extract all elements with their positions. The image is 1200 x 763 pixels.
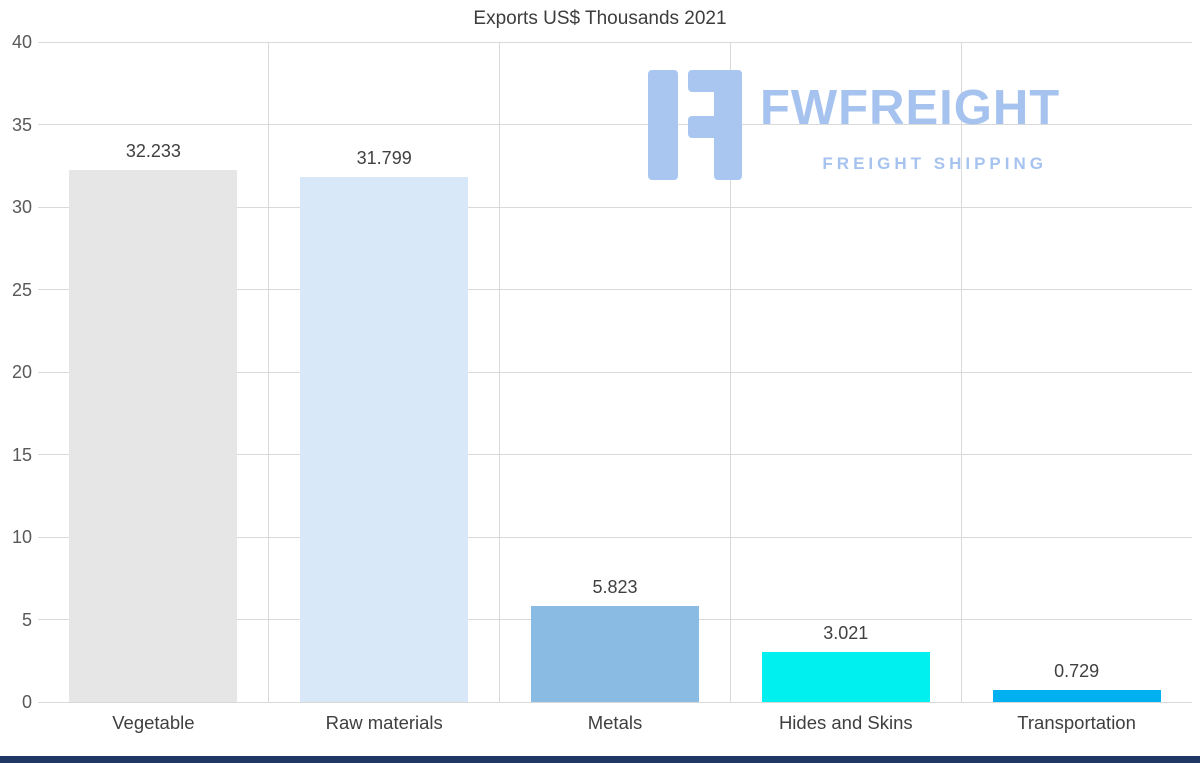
bar-transportation	[992, 689, 1161, 702]
bar-value-label: 31.799	[356, 148, 412, 169]
gridline-vertical	[268, 42, 270, 702]
bar-value-label: 0.729	[1054, 660, 1100, 681]
gridline-horizontal	[38, 289, 1192, 290]
y-axis-tick-label: 25	[11, 279, 32, 300]
plot-area: 32.233 31.799 5.823 3.021 0.729	[38, 41, 1192, 703]
gridline-horizontal	[38, 206, 1192, 208]
y-axis-tick-label: 0	[21, 692, 32, 712]
gridline-horizontal	[38, 371, 1192, 373]
x-axis-label: Vegetable	[112, 712, 195, 733]
bar-hides-and-skins	[761, 652, 930, 702]
gridline-horizontal	[38, 536, 1192, 538]
y-axis-tick-label: 30	[11, 197, 32, 217]
y-axis-tick-label: 10	[11, 527, 32, 547]
y-axis-tick-label: 5	[21, 609, 32, 630]
bar-value-label: 32.233	[125, 141, 181, 162]
bar-vegetable	[69, 170, 238, 702]
x-axis: Vegetable Raw materials Metals Hides and Sk…	[38, 712, 1192, 740]
chart-title: Exports US$ Thousands 2021	[473, 8, 727, 29]
x-axis-label: Hides and Skins	[778, 712, 913, 733]
bottom-accent-bar	[0, 756, 1200, 763]
gridline-horizontal	[38, 701, 1192, 703]
x-axis-label: Metals	[587, 712, 643, 733]
bar-metals	[531, 605, 699, 702]
bar-value-label: 5.823	[592, 576, 638, 597]
bar-value-label: 3.021	[823, 623, 869, 644]
x-axis-label: Raw materials	[325, 712, 443, 733]
gridline-vertical	[729, 42, 731, 702]
gridline-vertical	[960, 42, 962, 702]
gridline-vertical	[499, 42, 501, 702]
y-axis-tick-label: 40	[11, 32, 32, 52]
x-axis-label: Transportation	[1017, 712, 1136, 733]
gridline-horizontal	[38, 41, 1192, 43]
gridline-horizontal	[38, 124, 1192, 125]
y-axis-tick-label: 15	[11, 444, 32, 465]
y-axis-tick-label: 20	[11, 362, 32, 382]
gridline-horizontal	[38, 454, 1192, 455]
bar-raw-materials	[300, 177, 469, 702]
y-axis-tick-label: 35	[11, 114, 32, 135]
